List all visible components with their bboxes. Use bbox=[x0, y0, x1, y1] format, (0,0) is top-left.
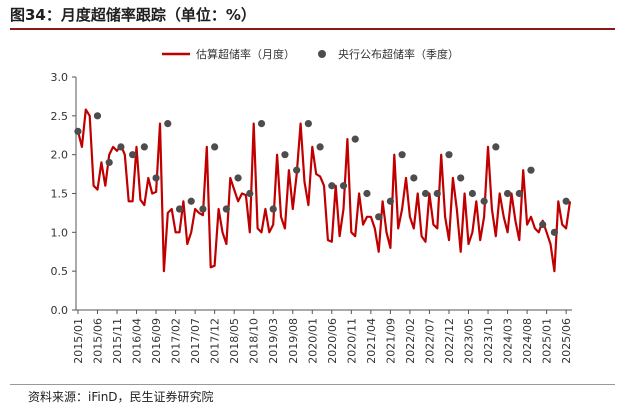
x-tick-label: 2019/03 bbox=[267, 318, 280, 364]
legend-marker-swatch bbox=[318, 50, 326, 58]
x-tick-label: 2021/09 bbox=[384, 318, 397, 364]
quarterly-point bbox=[492, 143, 500, 151]
quarterly-point bbox=[304, 120, 312, 128]
source-note: 资料来源：iFinD，民生证券研究院 bbox=[28, 390, 214, 404]
quarterly-point bbox=[74, 127, 82, 135]
y-tick-label: 3.0 bbox=[51, 71, 69, 84]
series-monthly bbox=[76, 108, 572, 273]
legend-label-monthly: 估算超储率（月度） bbox=[196, 47, 295, 61]
quarterly-point bbox=[421, 189, 430, 198]
x-tick-label: 2024/03 bbox=[502, 318, 515, 364]
quarterly-point bbox=[269, 205, 277, 213]
series-quarterly bbox=[74, 112, 570, 236]
x-tick-label: 2022/12 bbox=[443, 318, 456, 364]
quarterly-point bbox=[211, 143, 219, 151]
quarterly-point bbox=[281, 151, 289, 159]
x-tick-label: 2017/12 bbox=[209, 318, 222, 364]
quarterly-point bbox=[339, 182, 348, 190]
quarterly-point bbox=[386, 197, 394, 205]
x-tick-label: 2016/04 bbox=[131, 318, 144, 364]
quarterly-point bbox=[410, 174, 418, 182]
monthly-line bbox=[76, 108, 572, 273]
x-tick-label: 2017/02 bbox=[170, 318, 183, 364]
quarterly-point bbox=[562, 197, 570, 205]
x-tick-label: 2022/02 bbox=[404, 318, 417, 364]
quarterly-point bbox=[480, 197, 488, 205]
legend: 估算超储率（月度） 央行公布超储率（季度） bbox=[162, 47, 459, 61]
x-tick-label: 2021/04 bbox=[365, 318, 378, 364]
quarterly-point bbox=[527, 166, 535, 174]
quarterly-point bbox=[140, 143, 148, 151]
x-tick-label: 2020/01 bbox=[306, 318, 319, 364]
x-tick-label: 2015/01 bbox=[72, 318, 85, 364]
quarterly-point bbox=[445, 151, 453, 159]
y-tick-label: 0.5 bbox=[51, 265, 69, 278]
x-tick-label: 2025/01 bbox=[541, 318, 554, 364]
quarterly-point bbox=[152, 174, 160, 182]
x-tick-label: 2015/06 bbox=[91, 318, 104, 364]
x-tick-label: 2020/11 bbox=[345, 318, 358, 364]
x-tick-label: 2022/07 bbox=[423, 318, 436, 364]
quarterly-point bbox=[351, 135, 359, 143]
quarterly-point bbox=[550, 228, 559, 236]
quarterly-point bbox=[398, 151, 406, 159]
quarterly-point bbox=[539, 220, 547, 229]
quarterly-point bbox=[457, 174, 465, 182]
quarterly-point bbox=[187, 197, 195, 205]
chart-title: 图34：月度超储率跟踪（单位：%） bbox=[10, 6, 256, 24]
quarterly-point bbox=[199, 205, 207, 213]
quarterly-point bbox=[257, 120, 266, 128]
quarterly-point bbox=[222, 205, 230, 213]
quarterly-point bbox=[246, 189, 254, 198]
quarterly-point bbox=[328, 182, 336, 190]
footer-divider bbox=[10, 384, 615, 385]
quarterly-point bbox=[93, 112, 102, 120]
y-tick-label: 0.0 bbox=[51, 304, 69, 317]
quarterly-point bbox=[175, 205, 184, 213]
x-tick-label: 2023/10 bbox=[482, 318, 495, 364]
quarterly-point bbox=[375, 213, 383, 221]
x-tick-label: 2017/07 bbox=[189, 318, 202, 364]
x-tick-label: 2023/05 bbox=[463, 318, 476, 364]
x-tick-label: 2024/08 bbox=[521, 318, 534, 364]
x-tick-label: 2020/06 bbox=[326, 318, 339, 364]
y-tick-label: 2.0 bbox=[51, 149, 69, 162]
quarterly-point bbox=[433, 189, 441, 198]
axes: 0.0 0.5 1.0 1.5 2.0 2.5 3.0 2015/01 2015/06 2015/… bbox=[51, 71, 574, 364]
x-tick-label: 2019/08 bbox=[287, 318, 300, 364]
x-tick-label: 2016/09 bbox=[150, 318, 163, 364]
y-tick-label: 1.0 bbox=[51, 226, 69, 239]
quarterly-point bbox=[515, 189, 523, 198]
y-tick-label: 2.5 bbox=[51, 110, 69, 123]
title-divider bbox=[10, 28, 615, 30]
x-tick-label: 2015/11 bbox=[111, 318, 124, 364]
y-tick-label: 1.5 bbox=[51, 188, 69, 201]
x-tick-label: 2018/05 bbox=[228, 318, 241, 364]
quarterly-point bbox=[468, 189, 477, 198]
quarterly-point bbox=[363, 189, 371, 198]
x-tick-label: 2025/06 bbox=[560, 318, 573, 364]
quarterly-point bbox=[316, 143, 324, 151]
quarterly-point bbox=[503, 189, 512, 198]
quarterly-point bbox=[129, 151, 137, 159]
x-tick-label: 2018/10 bbox=[248, 318, 261, 364]
quarterly-point bbox=[164, 120, 172, 128]
legend-label-quarterly: 央行公布超储率（季度） bbox=[338, 47, 459, 61]
quarterly-point bbox=[105, 158, 113, 167]
quarterly-point bbox=[293, 166, 301, 174]
quarterly-point bbox=[117, 143, 125, 151]
quarterly-point bbox=[234, 174, 242, 182]
